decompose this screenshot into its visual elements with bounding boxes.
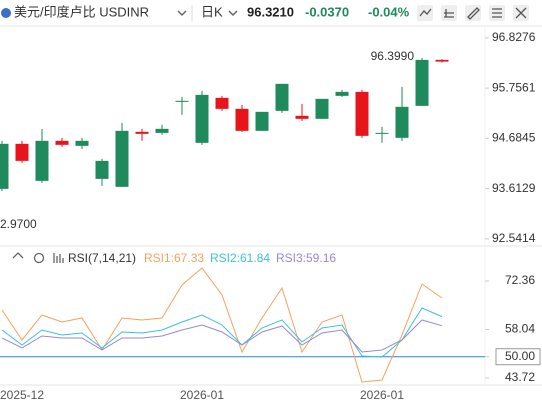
x-tick-label: 2025-12 [0,388,44,402]
candle-body [135,131,149,134]
y-tick-box [495,348,541,366]
candle-body [255,111,269,131]
y-tick-label: 43.72 [505,370,535,384]
candle-body [235,108,249,131]
y-tick-label: 94.6845 [492,131,536,145]
candle-body [15,143,29,161]
candle-body [415,59,429,106]
dropdown-arrow[interactable] [228,10,238,17]
y-tick-label: 96.8276 [492,30,536,44]
candle-body [155,128,169,133]
toolbar: 美元/印度卢比 USDINR 日K 96.3210 -0.0370 -0.04% [0,4,542,27]
y-tick-label: 58.04 [505,322,535,336]
legend-entry: RSI2:61.84 [210,251,270,265]
candle-body [175,100,189,102]
tool-icon [444,9,454,18]
tool-icon [492,8,502,18]
flag-icon [1,8,11,18]
tool-icon [515,7,527,19]
candle-body [435,59,449,62]
settings-icon[interactable] [33,252,45,264]
candle-body [375,132,389,134]
max-label: 96.3990 [371,49,415,63]
candle-body [195,94,209,143]
period[interactable]: 日K [201,4,223,19]
tool-button[interactable] [465,5,481,21]
candle-body [95,160,109,179]
change-pct: -0.04% [368,4,410,19]
candle-body [315,98,329,119]
candle-body [355,91,369,136]
change: -0.0370 [305,4,349,19]
rsi-line [1,307,443,358]
candle-body [75,140,89,146]
y-tick-label: 72.36 [505,273,535,287]
candle-body [0,143,9,189]
candle-body [295,115,309,119]
min-label: 2.9700 [0,217,37,231]
tool-button[interactable] [417,5,433,21]
candle-body [275,83,289,111]
legend-entry: RSI1:67.33 [144,251,204,265]
y-tick-label: 93.6129 [492,181,536,195]
dropdown-arrow[interactable] [177,10,187,17]
candle-body [335,91,349,96]
collapse-icon[interactable] [12,252,24,259]
candle-body [115,130,129,187]
y-tick-label: 95.7561 [492,80,536,94]
legend-entry: RSI3:59.16 [276,251,336,265]
price: 96.3210 [247,4,294,19]
candle-body [395,106,409,138]
rsi-line [1,267,443,383]
rsi-line [1,319,443,353]
tool-icon [419,8,432,17]
indicator-title: RSI(7,14,21) [68,251,136,265]
indicator-icon [53,253,64,263]
tool-icon [467,7,480,20]
candle-body [55,140,69,145]
x-tick-label: 2026-01 [180,388,224,402]
y-tick-label: 92.5414 [492,231,536,245]
candle-body [215,97,229,109]
x-tick-label: 2026-01 [360,388,404,402]
symbol[interactable]: 美元/印度卢比 USDINR [14,4,149,19]
candle-body [35,140,49,181]
y-tick-label: 50.00 [505,349,535,363]
